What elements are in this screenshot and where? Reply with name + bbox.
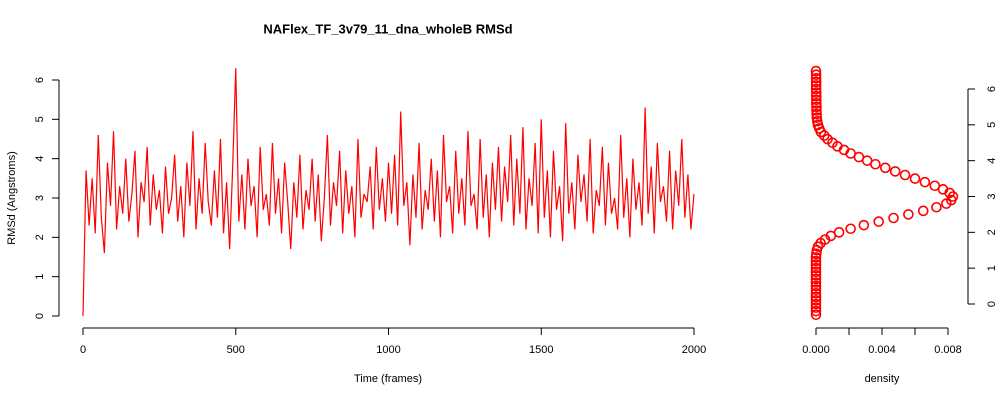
density-point xyxy=(888,212,899,224)
density-point xyxy=(811,87,822,98)
density-point xyxy=(811,101,822,113)
y-tick-label: 2 xyxy=(986,229,998,235)
x-tick-label: 0.004 xyxy=(868,344,896,356)
density-point xyxy=(810,287,822,299)
density-point xyxy=(917,205,929,217)
density-point xyxy=(903,209,914,220)
density-point xyxy=(810,252,822,263)
density-point xyxy=(858,219,870,231)
y-tick-label: 4 xyxy=(34,156,46,162)
density-point xyxy=(810,309,822,321)
density-point xyxy=(810,262,822,274)
density-point xyxy=(879,162,891,174)
density-point xyxy=(810,255,822,267)
x-tick-label: 0.008 xyxy=(934,344,962,356)
density-point xyxy=(811,108,822,120)
density-point xyxy=(929,180,941,192)
density-point xyxy=(810,273,822,285)
density-point xyxy=(810,76,822,88)
density-point xyxy=(810,280,822,292)
x-tick-label: 1500 xyxy=(529,344,553,356)
x-axis-label: density xyxy=(865,373,900,385)
y-tick-label: 5 xyxy=(34,116,46,122)
y-tick-label: 6 xyxy=(34,77,46,83)
y-tick-label: 2 xyxy=(34,234,46,240)
y-tick-label: 6 xyxy=(986,86,998,92)
density-point xyxy=(811,90,822,102)
density-point xyxy=(810,65,822,77)
density-point xyxy=(810,305,822,317)
density-point xyxy=(810,295,822,306)
density-point xyxy=(811,112,823,123)
density-point xyxy=(833,227,845,238)
density-point xyxy=(889,166,901,177)
density-point xyxy=(919,176,931,188)
density-point xyxy=(810,266,822,278)
density-point xyxy=(810,80,822,91)
x-tick-label: 1000 xyxy=(376,344,400,356)
y-axis-label: RMSd (Angstroms) xyxy=(6,151,18,245)
density-point xyxy=(810,259,822,270)
data-line xyxy=(82,68,695,317)
y-tick-label: 3 xyxy=(986,193,998,199)
density-point xyxy=(811,98,822,109)
density-point xyxy=(810,291,822,303)
y-tick-label: 0 xyxy=(34,313,46,319)
x-tick-label: 0.000 xyxy=(802,344,830,356)
x-tick-label: 2000 xyxy=(682,344,706,356)
density-point xyxy=(811,105,822,116)
density-point xyxy=(810,302,822,313)
y-tick-label: 1 xyxy=(986,265,998,271)
y-tick-label: 4 xyxy=(986,158,998,164)
y-tick-label: 0 xyxy=(986,301,998,307)
chart-title: NAFlex_TF_3v79_11_dna_wholeB RMSd xyxy=(263,21,512,36)
y-tick-label: 3 xyxy=(34,195,46,201)
density-point xyxy=(810,72,822,84)
density-point xyxy=(845,223,856,235)
density-point xyxy=(812,115,823,127)
density-point xyxy=(909,173,921,184)
density-point xyxy=(899,169,911,181)
density-point xyxy=(810,284,822,295)
density-point xyxy=(811,248,822,260)
density-point xyxy=(810,298,822,310)
density-point xyxy=(810,83,822,95)
density-point xyxy=(810,69,822,80)
x-tick-label: 500 xyxy=(227,344,245,356)
y-tick-label: 5 xyxy=(986,122,998,128)
x-axis-label: Time (frames) xyxy=(354,373,422,385)
density-point xyxy=(810,270,822,281)
x-tick-label: 0 xyxy=(80,344,86,356)
density-point xyxy=(931,201,942,213)
density-point xyxy=(810,277,822,288)
density-point xyxy=(873,216,885,227)
y-tick-label: 1 xyxy=(34,274,46,280)
density-point xyxy=(811,94,822,106)
